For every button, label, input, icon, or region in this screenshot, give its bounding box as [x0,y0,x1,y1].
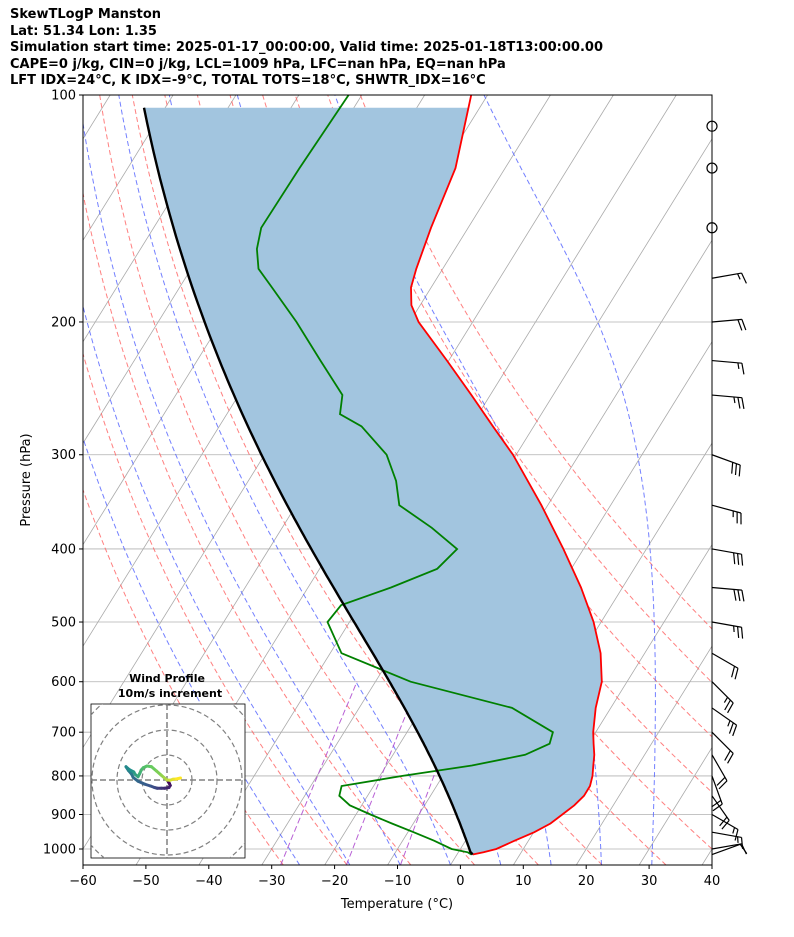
x-tick-label: 10 [515,874,532,889]
dry-adiabat [196,95,667,865]
wind-barb [711,652,739,680]
y-tick-label: 300 [51,448,76,463]
x-tick-label: −10 [384,874,411,889]
y-tick-label: 400 [51,542,76,557]
wind-barb [711,795,730,830]
wind-barb [711,359,745,375]
hodograph-inset: Wind Profile 10m/s increment [90,672,246,859]
y-tick-label: 900 [51,808,76,823]
y-tick-label: 1000 [43,843,76,858]
wind-barb [711,621,744,639]
hodograph-subtitle: 10m/s increment [118,687,222,700]
chart-indices-line: LFT IDX=24°C, K IDX=-9°C, TOTAL TOTS=18°… [10,73,486,88]
isotherm-line [701,848,712,865]
mixing-ratio-line [345,681,420,865]
x-tick-label: 30 [641,874,658,889]
wind-barb [706,222,718,234]
x-tick-label: −60 [69,874,96,889]
dry-adiabat [83,352,348,865]
dry-adiabat [99,95,475,865]
chart-title: SkewTLogP Manston [10,7,162,22]
isotherm-line [83,95,237,343]
y-tick-label: 600 [51,675,76,690]
profile-series [142,95,603,856]
isotherm-line [638,746,712,865]
wind-barb [711,454,741,477]
mixing-ratio-line [280,681,358,865]
wind-barb [711,586,745,602]
wind-barb [706,120,718,132]
wind-barb [711,681,734,714]
chart-location: Lat: 51.34 Lon: 1.35 [10,23,157,39]
x-tick-label: 40 [704,874,721,889]
x-tick-label: 0 [456,874,464,889]
x-tick-label: −30 [258,874,285,889]
chart-title-block: SkewTLogP Manston Lat: 51.34 Lon: 1.35 S… [10,7,603,90]
wind-barb [711,504,742,525]
y-tick-label: 500 [51,616,76,631]
wind-barb [711,394,745,409]
x-axis-label: Temperature (°C) [340,897,453,912]
dry-adiabat [294,95,712,738]
x-tick-label: 20 [578,874,595,889]
wind-barbs [706,120,748,856]
cape-cin-shading [144,107,602,855]
y-tick-label: 200 [51,315,76,330]
chart-cape-line: CAPE=0 j/kg, CIN=0 j/kg, LCL=1009 hPa, L… [10,56,506,72]
moist-adiabat [83,120,401,865]
y-axis-label: Pressure (hPa) [19,433,34,526]
moist-adiabat [118,95,451,865]
dry-adiabat [83,488,284,865]
isotherm-line [83,95,174,242]
wind-barb [711,707,738,737]
dry-adiabat [327,95,712,684]
y-tick-label: 800 [51,769,76,784]
wind-barb [711,813,739,841]
hodograph-title: Wind Profile [129,672,205,685]
y-tick-label: 700 [51,726,76,741]
wind-barb [711,272,747,284]
wind-barb [711,318,747,331]
shaded-area [144,107,602,855]
x-tick-label: −40 [195,874,222,889]
hodograph-segment [174,776,182,781]
parcel-profile-line [142,107,474,856]
x-tick-label: −50 [132,874,159,889]
y-tick-label: 100 [51,89,76,104]
x-tick-label: −20 [321,874,348,889]
y-axis-ticks: 1000 900 800 700 600 500 400 300 200 100 [43,89,83,858]
x-axis-ticks: −60 −50 −40 −30 −20 −10 0 10 20 30 40 [69,865,720,889]
wind-barb [711,731,734,764]
wind-barb [711,548,744,566]
temperature-profile-line [410,95,603,856]
isotherm-line [575,645,712,865]
wind-barb [711,754,728,790]
chart-times: Simulation start time: 2025-01-17_00:00:… [10,40,603,55]
dry-adiabat [359,95,712,630]
wind-barb [706,162,718,174]
wind-barb [711,775,723,812]
isotherm-line [324,239,712,865]
dewpoint-profile-line [255,95,554,856]
